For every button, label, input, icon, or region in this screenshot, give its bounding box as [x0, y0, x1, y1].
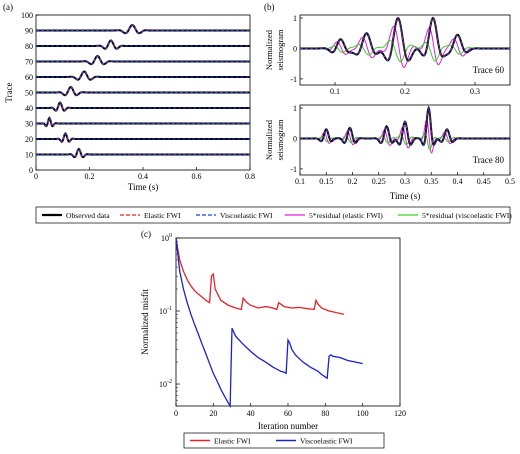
panel-b-x-tick-label: 0.4: [453, 177, 463, 186]
legend-top: Observed data Elastic FWI Viscoelastic FWI…: [35, 206, 512, 224]
panel-a-x-tick-label: 0.8: [245, 172, 255, 181]
panel-a-y-tick-label: 20: [25, 135, 33, 144]
panel-a-tag: (a): [3, 2, 13, 12]
panel-c-y-tick-label: 100: [161, 233, 172, 243]
panel-a-x-tick-label: 0.2: [85, 172, 95, 181]
panel-a-y-tick-label: 80: [25, 42, 33, 51]
panel-a-trace-40-viscoelastic: [36, 102, 250, 112]
panel-a-trace-20-viscoelastic: [36, 133, 250, 143]
panel-c-x-tick-label: 120: [394, 409, 406, 418]
panel-a-trace-80-viscoelastic: [36, 40, 250, 50]
panel-a-trace-60-viscoelastic: [36, 71, 250, 81]
legend-top-box: [35, 206, 511, 224]
panel-c-x-tick-label: 20: [209, 409, 217, 418]
panel-c-x-tick-label: 80: [321, 409, 329, 418]
panel-c-viscoelastic-misfit-line: [175, 237, 363, 409]
panel-a-y-tick-label: 10: [25, 151, 33, 160]
panel-a-trace-10-viscoelastic: [36, 148, 250, 158]
legend-top-label: Observed data: [66, 211, 110, 220]
panel-a-x-axis-label: Time (s): [128, 182, 158, 192]
panel-a-trace-70-viscoelastic: [36, 55, 250, 65]
panel-a-y-tick-label: 70: [25, 58, 33, 67]
legend-bottom-label: Viscoelastic FWI: [300, 437, 353, 446]
panel-b-x-tick-label: 0.5: [505, 177, 515, 186]
panel-b-y-tick-label: -1: [290, 165, 297, 174]
panel-a-x-tick-label: 0.6: [192, 172, 202, 181]
panel-b-x-tick-label: 0.2: [400, 87, 410, 96]
legend-top-label: 5*residual (elastic FWI): [309, 211, 383, 220]
panel-b-x-tick-label: 0.1: [295, 177, 305, 186]
panel-c-axes-frame: [175, 237, 401, 407]
legend-top-label: Viscoelastic FWI: [220, 211, 273, 220]
legend-bottom: Elastic FWI Viscoelastic FWI: [183, 432, 385, 449]
panel-b-y-tick-label: 0: [293, 44, 297, 53]
panel-c-y-tick-label: 10-2: [159, 379, 172, 389]
panel-b-x-tick-label: 0.1: [330, 87, 340, 96]
panel-c-x-axis-label: Iteration number: [258, 421, 318, 431]
panel-b-y-tick-label: 1: [293, 14, 297, 23]
panel-a-x-tick-label: 0: [34, 172, 38, 181]
panel-b-trace-annotation: Trace 80: [473, 155, 505, 165]
panel-a-y-tick-label: 0: [29, 166, 33, 175]
panel-c-x-tick-label: 100: [357, 409, 369, 418]
legend-top-label: Elastic FWI: [144, 211, 181, 220]
panel-a-trace-90-viscoelastic: [36, 24, 250, 34]
panel-b-x-tick-label: 0.45: [477, 177, 491, 186]
panel-a-y-tick-label: 40: [25, 104, 33, 113]
panel-b-trace-annotation: Trace 60: [473, 65, 505, 75]
panel-c-y-axis-label: Normalized misfit: [140, 289, 150, 355]
panel-b-x-tick-label: 0.3: [400, 177, 410, 186]
panel-a-x-tick-label: 0.4: [138, 172, 148, 181]
legend-bottom-label: Elastic FWI: [214, 437, 251, 446]
panel-b-x-tick-label: 0.25: [372, 177, 386, 186]
panel-c-x-tick-label: 0: [174, 409, 178, 418]
panel-a: (a) 0 0.2 0.4 0.6 0.8 0 10 20 30 40 50 60 70 80 90 100 Ti…: [3, 2, 255, 192]
panel-a-trace-30-viscoelastic: [36, 117, 250, 127]
legend-top-label: 5*residual (viscoelastic FWI): [422, 211, 512, 220]
panel-c: (c) 0 20 40 60 80 100 120 10-2 10-1 100 Iteration n…: [140, 229, 406, 431]
panel-b-x-tick-label: 0.3: [470, 87, 480, 96]
panel-a-y-tick-label: 50: [25, 89, 33, 98]
panel-a-y-tick-label: 100: [21, 11, 33, 20]
panel-b-y-tick-label: 1: [293, 104, 297, 113]
panel-b-x-tick-label: 0.2: [348, 177, 358, 186]
panel-c-elastic-misfit-line: [175, 237, 345, 315]
panel-b-x-tick-label: 0.15: [319, 177, 333, 186]
panel-b-viscoelastic-line-1: [300, 17, 510, 62]
panel-c-x-tick-label: 60: [284, 409, 292, 418]
panel-b-y-axis-label: seismogram: [275, 29, 285, 70]
panel-c-tag: (c): [141, 229, 151, 239]
panel-b-y-axis-label: seismogram: [275, 119, 285, 160]
panel-c-x-tick-label: 40: [247, 409, 255, 418]
panel-b-x-tick-label: 0.35: [424, 177, 438, 186]
panel-b-tag: (b): [264, 2, 275, 12]
panel-b-y-tick-label: -1: [290, 75, 297, 84]
panel-a-y-tick-label: 60: [25, 73, 33, 82]
panel-b-y-tick-label: 0: [293, 134, 297, 143]
panel-a-y-tick-label: 30: [25, 120, 33, 129]
panel-a-y-axis-label: Trace: [4, 82, 14, 102]
panel-b-viscoelastic-line-2: [300, 106, 510, 146]
panel-b-x-axis-label: Time (s): [390, 191, 420, 201]
panel-b-axes-frame-2: [299, 104, 511, 176]
panel-b-y-axis-label: Normalized: [264, 29, 274, 70]
panel-a-y-tick-label: 90: [25, 27, 33, 36]
panel-c-y-tick-label: 10-1: [159, 306, 172, 316]
panel-a-trace-50-viscoelastic: [36, 86, 250, 96]
panel-b-y-axis-label: Normalized: [264, 119, 274, 160]
